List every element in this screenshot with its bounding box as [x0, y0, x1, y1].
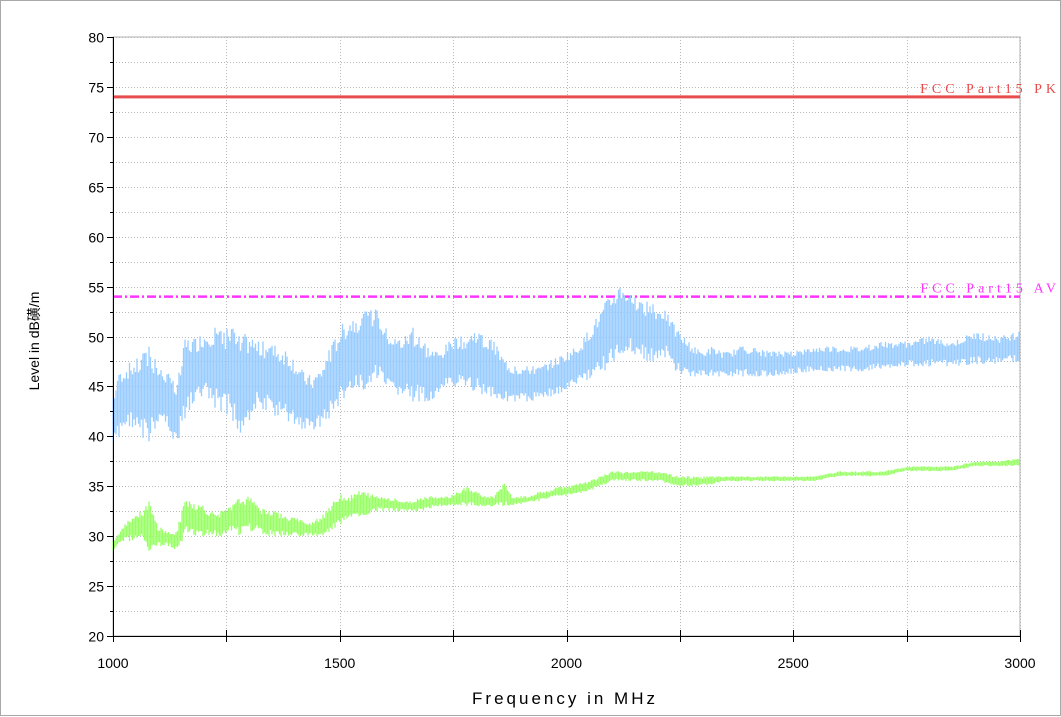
limit-label-1: FCC Part15 PK [920, 82, 1060, 97]
y-tick-label: 25 [88, 579, 104, 595]
y-tick-label: 80 [88, 30, 104, 46]
tick-labels: 20 25 30 35 40 45 50 55 60 65 70 75 80 1000 1500 2000 25… [88, 30, 1035, 672]
axes [107, 37, 1021, 642]
x-tick-label: 1500 [324, 655, 355, 671]
y-tick-label: 20 [88, 629, 104, 645]
y-tick-label: 60 [88, 230, 104, 246]
y-tick-label: 70 [88, 130, 104, 146]
x-tick-label: 3000 [1004, 655, 1035, 671]
y-tick-label: 50 [88, 330, 104, 346]
y-tick-label: 75 [88, 80, 104, 96]
y-axis-title: Level in dB磺/m [26, 292, 42, 391]
y-tick-label: 35 [88, 479, 104, 495]
y-tick-label: 65 [88, 180, 104, 196]
grid [112, 36, 1021, 637]
limit-lines: FCC Part15 PK FCC Part15 AV [113, 82, 1060, 298]
y-tick-label: 30 [88, 529, 104, 545]
x-tick-label: 2500 [778, 655, 809, 671]
x-tick-label: 2000 [551, 655, 582, 671]
plot-area [112, 36, 1021, 637]
limit-label-2: FCC Part15 AV [920, 282, 1060, 297]
x-axis-title: Frequency in MHz [472, 689, 658, 708]
y-tick-label: 45 [88, 379, 104, 395]
y-tick-label: 40 [88, 429, 104, 445]
x-tick-label: 1000 [97, 655, 128, 671]
y-tick-label: 55 [88, 280, 104, 296]
